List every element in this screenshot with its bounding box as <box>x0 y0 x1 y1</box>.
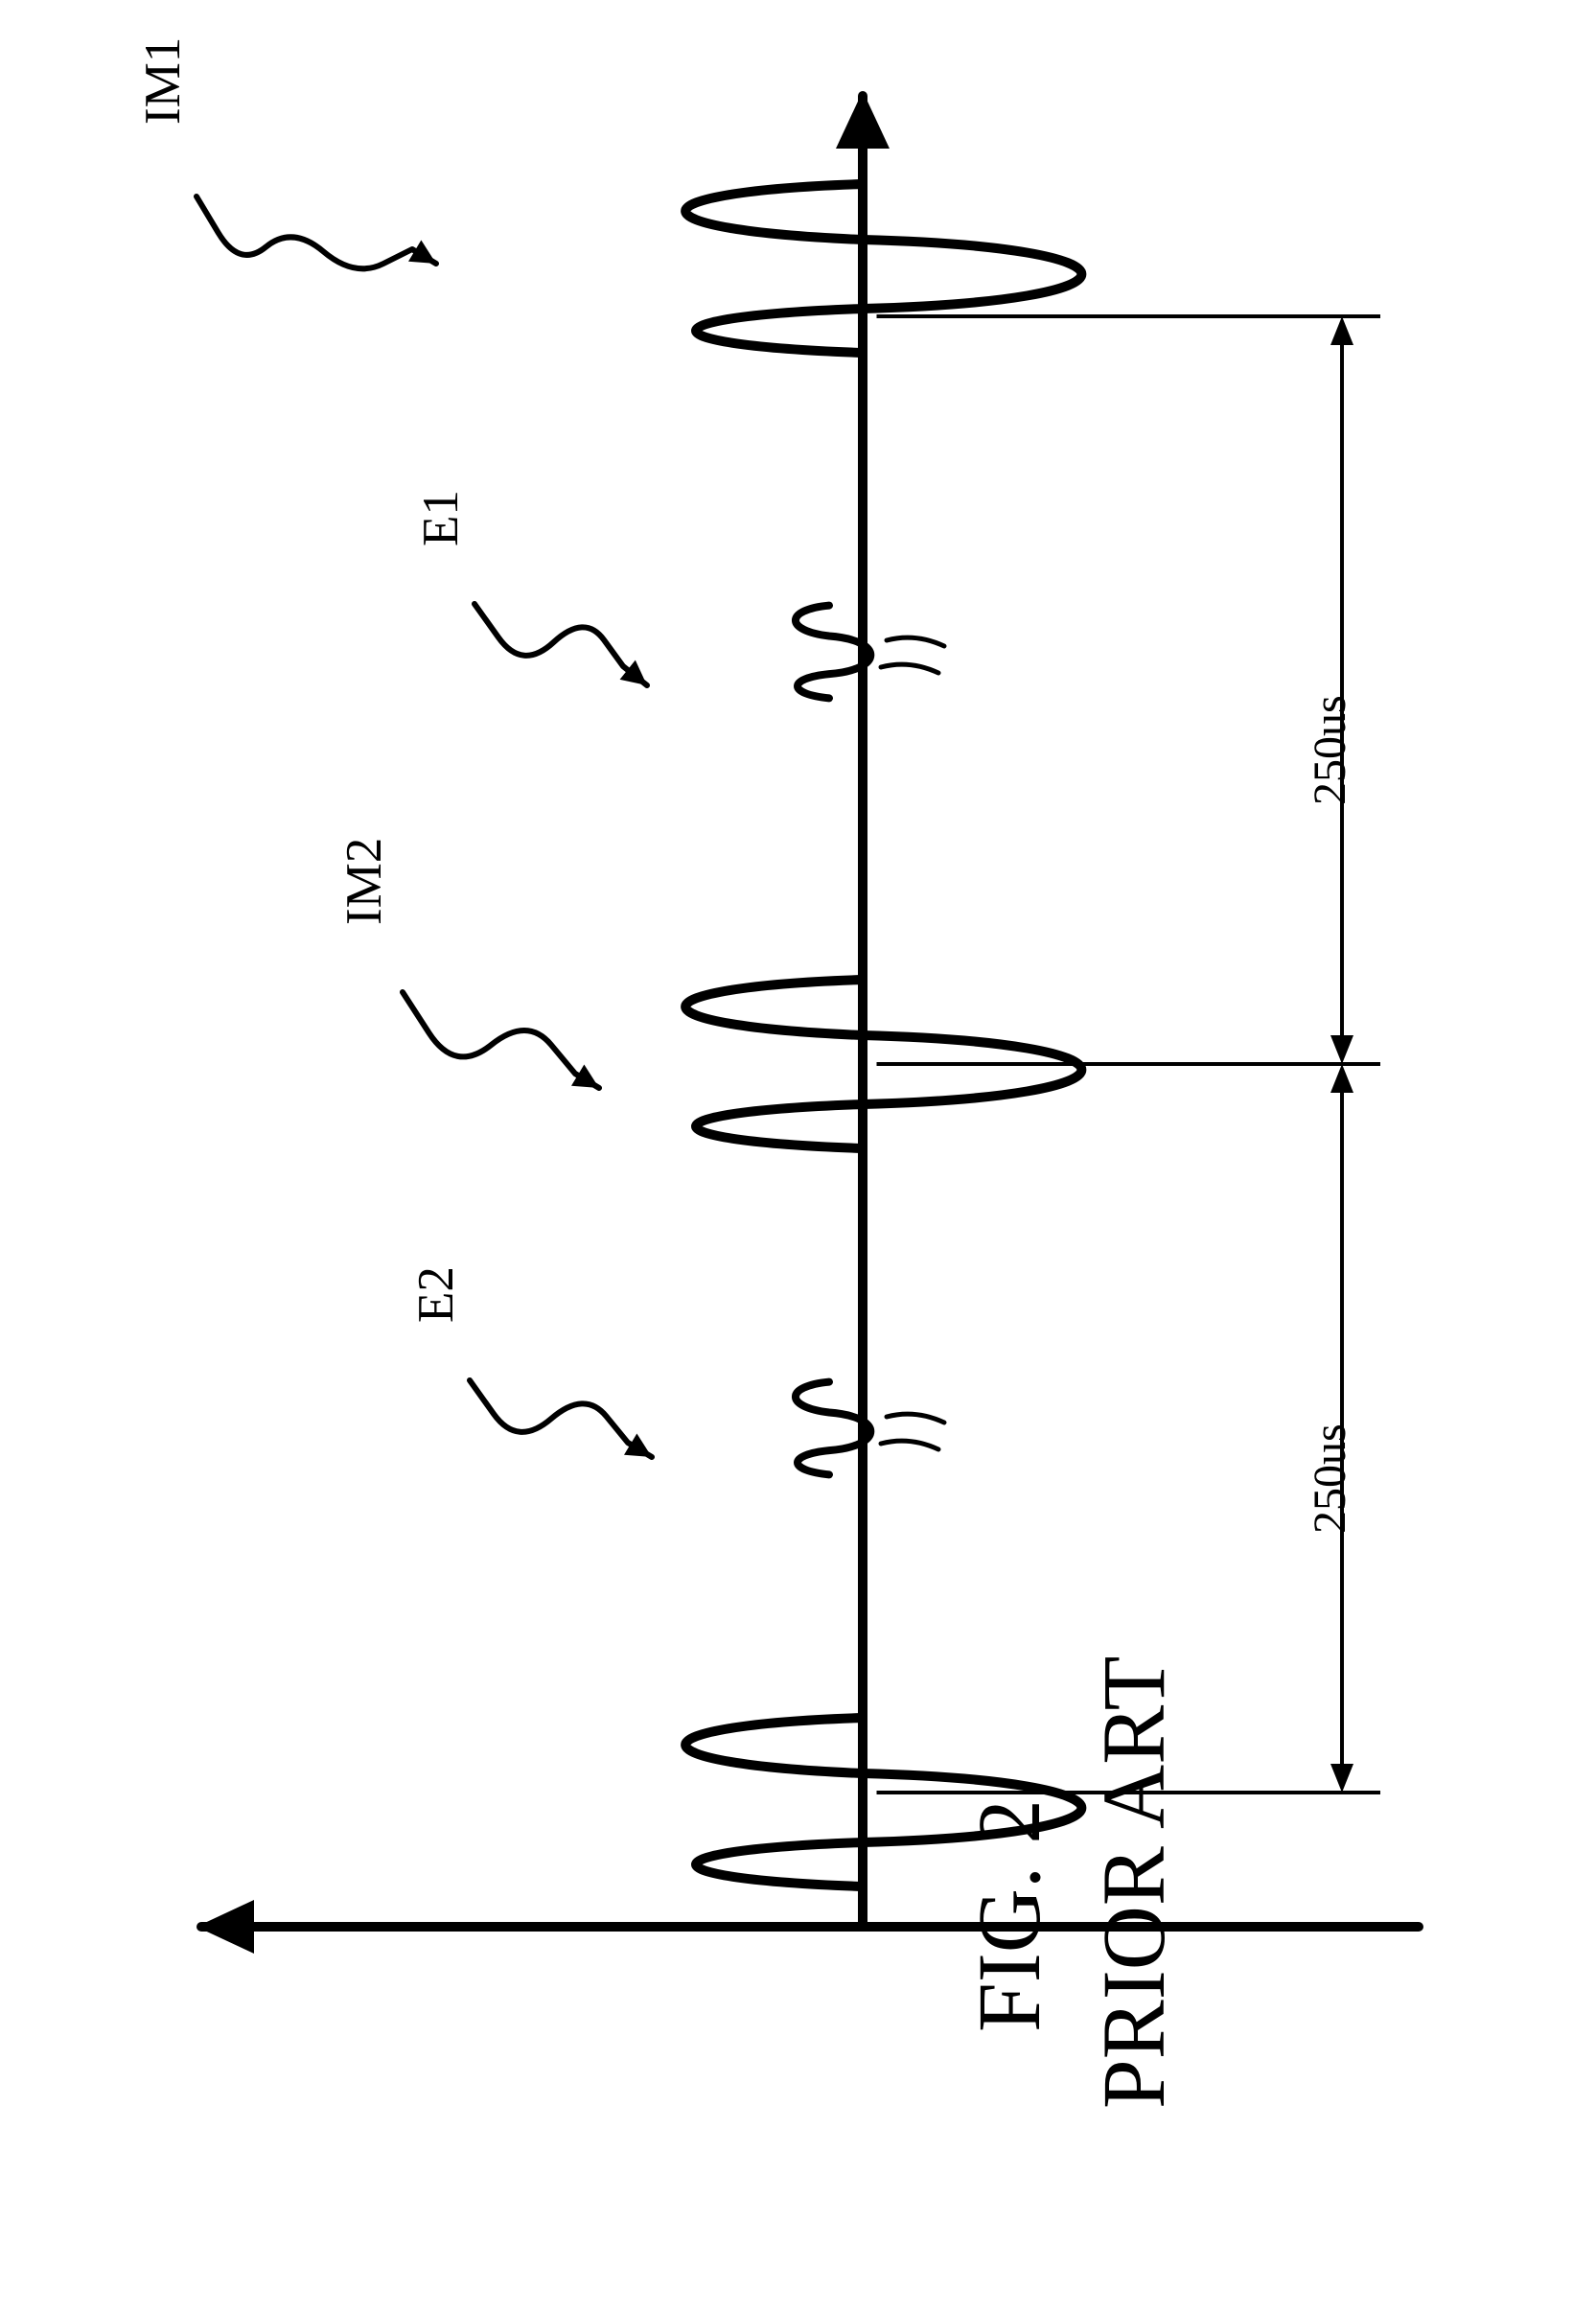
transmit-pulse-0 <box>685 184 1081 353</box>
callout-IM2 <box>403 992 599 1088</box>
marker-label-e2: E2 <box>407 1266 465 1323</box>
echo-tick-0-a <box>887 637 944 646</box>
marker-label-im1: IM1 <box>134 37 192 125</box>
dim-arrow-1-b <box>1330 1764 1353 1793</box>
dim-label-1: 250us <box>1304 1423 1356 1534</box>
caption-line1: FIG. 2 <box>959 1799 1061 2032</box>
dim-arrow-1-a <box>1330 1064 1353 1093</box>
echo-tick-0-b <box>881 664 938 673</box>
marker-label-e1: E1 <box>412 490 470 546</box>
callout-IM1 <box>197 197 436 268</box>
dim-arrow-0-b <box>1330 1035 1353 1064</box>
echo-tick-1-a <box>887 1414 944 1423</box>
amplitude-axis-arrow <box>197 1900 254 1954</box>
dim-arrow-0-a <box>1330 316 1353 345</box>
marker-label-im2: IM2 <box>335 838 393 925</box>
callout-E2 <box>470 1380 652 1457</box>
echo-tick-1-b <box>881 1441 938 1449</box>
callout-E1 <box>474 604 647 685</box>
time-axis-arrow <box>836 91 890 149</box>
dim-label-0: 250us <box>1304 695 1356 805</box>
caption-line2: PRIOR ART <box>1083 1656 1186 2109</box>
waveform-diagram <box>0 0 1596 2314</box>
